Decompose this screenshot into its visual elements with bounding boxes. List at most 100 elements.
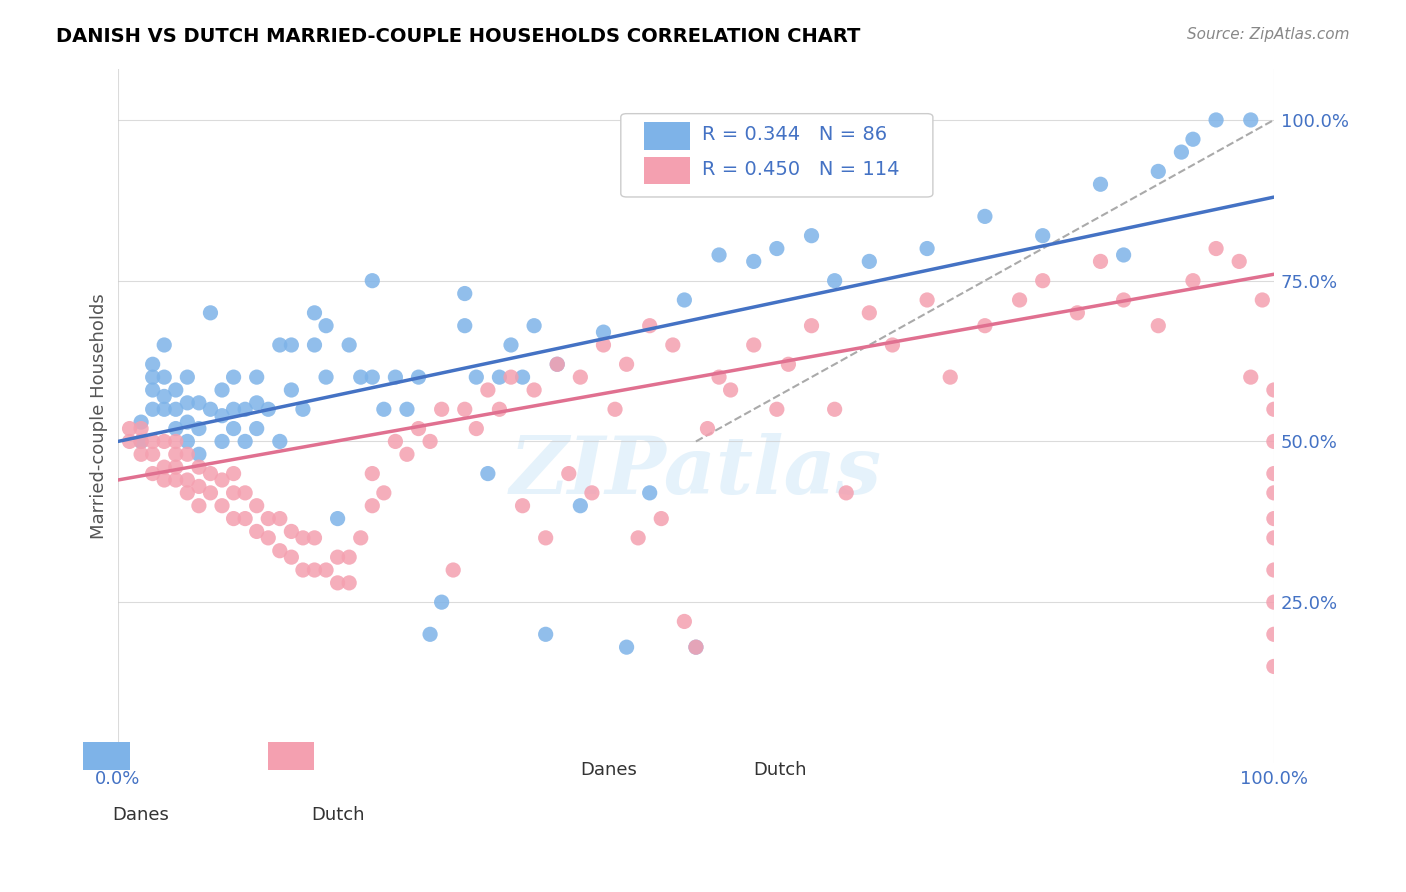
Point [616,357,638,371]
Point [118,434,141,449]
Point [233,402,256,417]
Point [1147,318,1170,333]
Point [858,254,880,268]
Point [176,415,198,429]
Point [165,434,187,449]
Point [384,370,406,384]
Point [200,402,222,417]
Point [280,338,302,352]
Point [211,473,233,487]
Point [153,402,176,417]
Point [465,370,488,384]
Point [176,396,198,410]
Point [200,486,222,500]
Point [800,318,823,333]
Point [142,383,165,397]
Point [165,447,187,461]
Point [1251,293,1274,307]
Point [176,486,198,500]
Point [454,318,477,333]
Point [1263,627,1285,641]
Point [1227,254,1250,268]
Point [569,370,592,384]
Point [546,357,568,371]
Point [558,467,581,481]
Point [915,293,938,307]
Point [304,306,326,320]
Point [569,499,592,513]
Point [499,338,522,352]
Point [1066,306,1088,320]
Point [291,402,314,417]
Point [638,486,661,500]
Point [1181,132,1204,146]
Point [176,447,198,461]
Point [165,421,187,435]
Point [1112,248,1135,262]
Point [1263,383,1285,397]
Point [441,563,464,577]
Y-axis label: Married-couple Households: Married-couple Households [90,293,108,539]
Text: Danes: Danes [112,806,170,824]
Point [1263,434,1285,449]
Point [858,306,880,320]
FancyBboxPatch shape [621,113,934,197]
Point [153,389,176,403]
Point [129,421,152,435]
Point [246,396,269,410]
Point [638,318,661,333]
Point [1263,531,1285,545]
Point [142,357,165,371]
Point [1170,145,1192,160]
Point [350,370,373,384]
Text: Danes: Danes [581,761,637,779]
Point [766,402,789,417]
Point [165,473,187,487]
Point [650,511,672,525]
Point [1263,467,1285,481]
Point [1147,164,1170,178]
Point [326,511,349,525]
Point [1112,293,1135,307]
Point [673,615,696,629]
Point [430,595,453,609]
Point [1090,178,1112,192]
Point [280,383,302,397]
Point [269,434,291,449]
Point [1205,112,1227,127]
Point [627,531,650,545]
Point [824,402,846,417]
Point [291,531,314,545]
Point [142,447,165,461]
Point [581,486,603,500]
Point [246,370,269,384]
Point [1008,293,1031,307]
FancyBboxPatch shape [644,122,690,150]
Point [153,338,176,352]
Text: DANISH VS DUTCH MARRIED-COUPLE HOUSEHOLDS CORRELATION CHART: DANISH VS DUTCH MARRIED-COUPLE HOUSEHOLD… [56,27,860,45]
Point [1263,486,1285,500]
Point [512,499,534,513]
Point [269,511,291,525]
Point [361,499,384,513]
Point [233,511,256,525]
Point [222,421,245,435]
Point [304,338,326,352]
Point [187,421,209,435]
Point [685,640,707,655]
Point [685,640,707,655]
Point [222,467,245,481]
Point [165,460,187,475]
Point [534,627,557,641]
Point [523,383,546,397]
Point [291,563,314,577]
Point [176,370,198,384]
Point [337,575,360,590]
Point [129,434,152,449]
Point [222,402,245,417]
Point [142,467,165,481]
Point [361,370,384,384]
Point [419,434,441,449]
Point [1240,370,1263,384]
Point [395,447,418,461]
